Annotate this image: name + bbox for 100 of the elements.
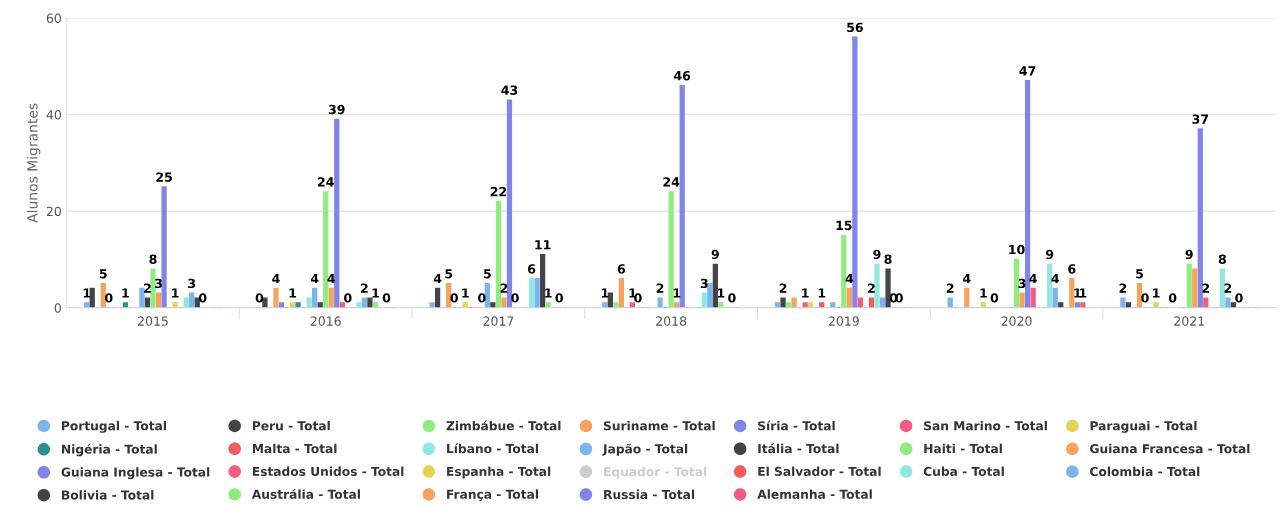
data-label: 24: [663, 177, 680, 187]
legend-label: Suriname - Total: [603, 420, 715, 431]
x-tick-label: 2021: [1174, 316, 1204, 326]
data-label: 46: [674, 70, 691, 81]
data-label: 1: [122, 288, 129, 298]
data-label: 2: [500, 283, 508, 293]
y-axis-title: Alunos Migrantes: [26, 103, 41, 223]
data-label: 1: [462, 288, 469, 298]
data-label: 1: [1074, 288, 1081, 298]
data-label: 1: [289, 288, 297, 298]
data-label: 2: [868, 283, 875, 293]
x-tick-label: 2015: [138, 316, 168, 326]
data-label: 1: [629, 288, 636, 298]
data-label: 1: [802, 288, 809, 298]
legend-label: Alemanha - Total: [757, 489, 872, 499]
x-tick-label: 2018: [656, 316, 687, 326]
legend-label: Peru - Total: [252, 420, 330, 431]
data-label: 4: [845, 273, 854, 284]
data-label: 6: [1068, 264, 1076, 274]
x-tick-label: 2019: [828, 316, 859, 326]
legend-label: Paraguai - Total: [1090, 420, 1197, 433]
data-label: 24: [318, 177, 334, 187]
data-label: 0: [382, 293, 391, 303]
data-label: 4: [272, 273, 280, 284]
legend-label: Russia - Total: [604, 489, 695, 500]
data-label: 2: [946, 283, 954, 293]
legend-label: Colombia - Total: [1090, 466, 1200, 477]
data-label: 22: [490, 186, 507, 197]
data-label: 4: [1029, 273, 1037, 284]
data-label: 0: [344, 293, 352, 303]
data-label: 1: [372, 288, 379, 298]
data-label: 0: [555, 293, 563, 303]
x-tick-label: 2017: [483, 316, 514, 326]
data-label: 39: [328, 104, 345, 115]
legend-label: Líbano - Total: [447, 443, 538, 454]
data-label: 2: [779, 283, 787, 293]
data-label: 1: [980, 288, 987, 298]
legend-label: Malta - Total: [252, 443, 337, 454]
data-label: 0: [199, 293, 207, 303]
data-label: 4: [1051, 273, 1059, 284]
data-label: 4: [327, 273, 336, 284]
data-label: 4: [433, 273, 442, 284]
data-label: 2: [361, 283, 368, 293]
legend-label: Cuba - Total: [923, 466, 1004, 477]
data-label: 6: [528, 264, 536, 274]
data-label: 56: [847, 22, 863, 33]
data-label: 6: [617, 264, 626, 274]
legend-label: Bolivia - Total: [62, 490, 154, 500]
data-label: 9: [873, 249, 881, 260]
legend-label: Guiana Inglesa - Total: [61, 467, 210, 480]
y-tick-label: 20: [46, 206, 61, 217]
data-label: 8: [884, 254, 892, 264]
data-label: 3: [700, 278, 708, 289]
data-label: 1: [172, 288, 179, 298]
data-label: 4: [310, 273, 319, 284]
y-tick-label: 40: [46, 110, 61, 120]
data-label: 0: [511, 293, 519, 303]
legend-label: Haiti - Total: [924, 443, 1002, 454]
legend-label: El Salvador - Total: [758, 466, 881, 477]
data-label: 1: [717, 288, 725, 298]
data-label: 5: [445, 269, 453, 279]
data-label: 0: [478, 293, 486, 303]
data-label: 8: [149, 254, 157, 264]
data-label: 2: [1224, 283, 1232, 293]
data-label: 47: [1019, 66, 1036, 76]
legend-label: França - Total: [447, 489, 538, 502]
data-label: 43: [501, 85, 518, 95]
data-label: 0: [1168, 293, 1177, 303]
data-label: 5: [483, 269, 491, 279]
data-label: 2: [1119, 283, 1127, 293]
y-tick-label: 60: [46, 13, 61, 23]
data-label: 25: [156, 172, 172, 182]
legend-label: Zimbábue - Total: [446, 420, 561, 431]
data-label: 0: [1235, 293, 1243, 303]
data-label: 1: [818, 288, 826, 298]
legend-label: Guiana Francesa - Total: [1090, 443, 1250, 454]
data-label: 0: [990, 293, 999, 303]
data-label: 0: [634, 293, 642, 303]
legend-label: San Marino - Total: [924, 420, 1047, 431]
data-label: 9: [1185, 249, 1193, 260]
data-label: 11: [535, 240, 551, 250]
data-label: 3: [188, 278, 196, 289]
data-label: 1: [673, 288, 681, 298]
data-label: 9: [1045, 249, 1054, 260]
data-label: 15: [836, 220, 852, 231]
legend-label: Portugal - Total: [62, 420, 166, 433]
legend-label: Austrália - Total: [251, 488, 360, 499]
data-label: 2: [1202, 283, 1210, 293]
legend-label: Estados Unidos - Total: [252, 466, 404, 477]
legend-label: Síria - Total: [758, 420, 835, 431]
data-label: 10: [1009, 244, 1025, 255]
legend-label: Itália - Total: [758, 443, 839, 454]
data-label: 9: [711, 249, 719, 260]
x-tick-label: 2020: [1001, 316, 1032, 326]
legend-label: Espanha - Total: [447, 466, 551, 479]
data-label: 37: [1192, 114, 1208, 124]
data-label: 3: [1018, 278, 1026, 289]
data-label: 5: [99, 269, 107, 279]
data-label: 1: [1079, 288, 1087, 298]
data-label: 1: [1153, 288, 1160, 298]
